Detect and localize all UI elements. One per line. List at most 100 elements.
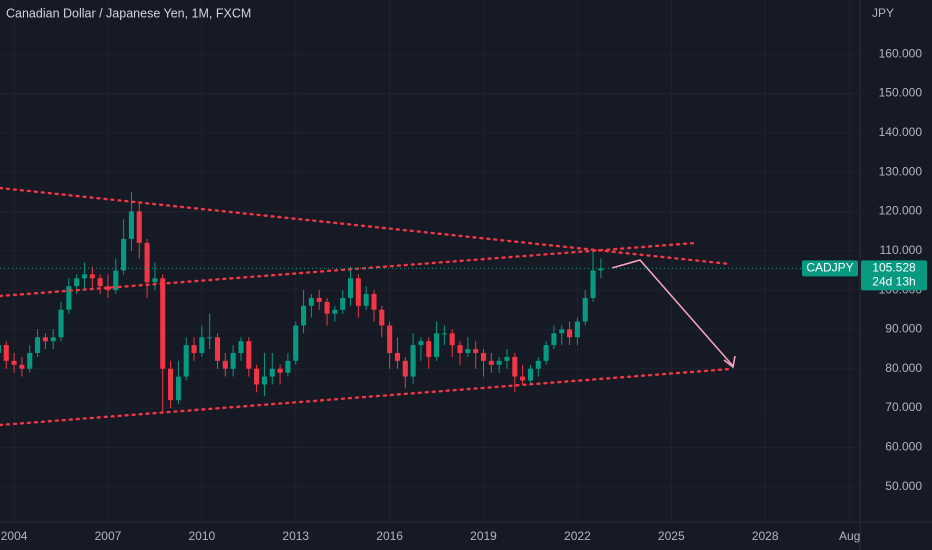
drawings bbox=[0, 186, 736, 427]
candle-body bbox=[410, 345, 416, 377]
candle-body bbox=[574, 321, 580, 338]
x-tick-label: 2004 bbox=[1, 529, 28, 543]
x-tick-label: 2013 bbox=[282, 529, 309, 543]
countdown-label: 24d 13h bbox=[872, 275, 915, 289]
y-tick-label: 120.000 bbox=[879, 204, 923, 218]
price-tag: CADJPY 105.528 24d 13h bbox=[802, 260, 927, 291]
y-tick-label: 150.000 bbox=[879, 86, 923, 100]
candle-body bbox=[582, 297, 588, 322]
price-label: 105.528 bbox=[872, 261, 916, 275]
candle-body bbox=[379, 309, 385, 326]
x-tick-label: 2007 bbox=[95, 529, 122, 543]
y-tick-label: 110.000 bbox=[880, 243, 923, 257]
candle-body bbox=[480, 352, 487, 361]
y-tick-label: 70.000 bbox=[885, 400, 922, 414]
currency-label: JPY bbox=[872, 6, 894, 20]
forecast-arrow bbox=[611, 259, 734, 367]
x-tick-label: 2016 bbox=[376, 529, 403, 543]
candle-body bbox=[11, 360, 17, 365]
candle-body bbox=[387, 325, 393, 353]
candle-body bbox=[105, 286, 111, 291]
candle-body bbox=[19, 364, 25, 369]
candle-body bbox=[113, 270, 119, 291]
candle-body bbox=[426, 341, 432, 357]
candle-body bbox=[316, 297, 322, 302]
candles bbox=[0, 191, 604, 412]
grid bbox=[0, 0, 860, 522]
candle-body bbox=[418, 341, 424, 346]
candle-body bbox=[261, 376, 267, 385]
candle-body bbox=[58, 309, 64, 338]
candle-body bbox=[355, 278, 361, 306]
symbol-box bbox=[802, 260, 858, 277]
candle-body bbox=[222, 360, 228, 369]
trend-line bbox=[0, 367, 732, 427]
candle-body bbox=[238, 341, 244, 353]
time-axis bbox=[0, 522, 932, 550]
candle-body bbox=[199, 337, 205, 353]
candle-body bbox=[285, 360, 291, 373]
candle-body bbox=[449, 333, 455, 346]
candle-body bbox=[293, 325, 299, 361]
symbol-label: CADJPY bbox=[806, 261, 853, 275]
candle-body bbox=[598, 268, 604, 271]
candle-body bbox=[473, 349, 479, 353]
x-tick-label: 2010 bbox=[189, 529, 216, 543]
candle-body bbox=[97, 278, 103, 287]
trend-line bbox=[0, 186, 732, 266]
candle-body bbox=[183, 345, 189, 377]
candle-body bbox=[27, 352, 33, 369]
candle-body bbox=[3, 345, 9, 361]
candle-body bbox=[191, 345, 197, 353]
candle-body bbox=[42, 337, 48, 342]
candle-body bbox=[402, 360, 408, 377]
candle-body bbox=[230, 352, 236, 369]
candle-body bbox=[324, 301, 330, 314]
candle-body bbox=[543, 345, 549, 361]
y-tick-label: 90.000 bbox=[885, 322, 922, 336]
trend-line bbox=[0, 241, 697, 298]
candle-body bbox=[512, 356, 518, 377]
price-box bbox=[861, 260, 927, 291]
candle-body bbox=[168, 368, 174, 401]
candle-body bbox=[144, 242, 150, 283]
candle-body bbox=[50, 337, 56, 342]
arrow-head bbox=[723, 355, 736, 369]
candle-body bbox=[434, 333, 440, 357]
x-tick-label: 2022 bbox=[564, 529, 591, 543]
candle-body bbox=[160, 278, 166, 369]
candle-body bbox=[363, 294, 369, 306]
candle-body bbox=[457, 345, 463, 353]
y-tick-label: 160.000 bbox=[879, 46, 923, 60]
y-tick-label: 50.000 bbox=[885, 479, 922, 493]
candle-body bbox=[35, 337, 41, 353]
candle-body bbox=[488, 360, 494, 365]
y-tick-label: 130.000 bbox=[879, 164, 923, 178]
candle-body bbox=[214, 337, 221, 361]
y-tick-label: 60.000 bbox=[885, 439, 922, 453]
y-tick-label: 80.000 bbox=[885, 361, 922, 375]
chart-title: Canadian Dollar / Japanese Yen, 1M, FXCM bbox=[6, 6, 251, 20]
candle-body bbox=[535, 360, 541, 369]
candle-body bbox=[520, 376, 526, 381]
candle-body bbox=[371, 294, 377, 310]
candle-body bbox=[551, 333, 557, 346]
candle-body bbox=[121, 238, 127, 271]
candle-body bbox=[207, 337, 213, 339]
x-tick-label: Aug bbox=[839, 529, 860, 543]
x-tick-label: 2028 bbox=[752, 529, 779, 543]
candle-body bbox=[136, 211, 142, 243]
candle-body bbox=[66, 286, 72, 310]
candle-body bbox=[254, 368, 260, 385]
candle-body bbox=[308, 297, 314, 306]
y-tick-label: 140.000 bbox=[879, 125, 923, 139]
candle-body bbox=[175, 376, 181, 401]
candle-body bbox=[347, 278, 354, 298]
candle-body bbox=[527, 368, 534, 381]
candle-body bbox=[269, 368, 275, 377]
x-tick-label: 2019 bbox=[470, 529, 497, 543]
candle-body bbox=[496, 360, 502, 365]
